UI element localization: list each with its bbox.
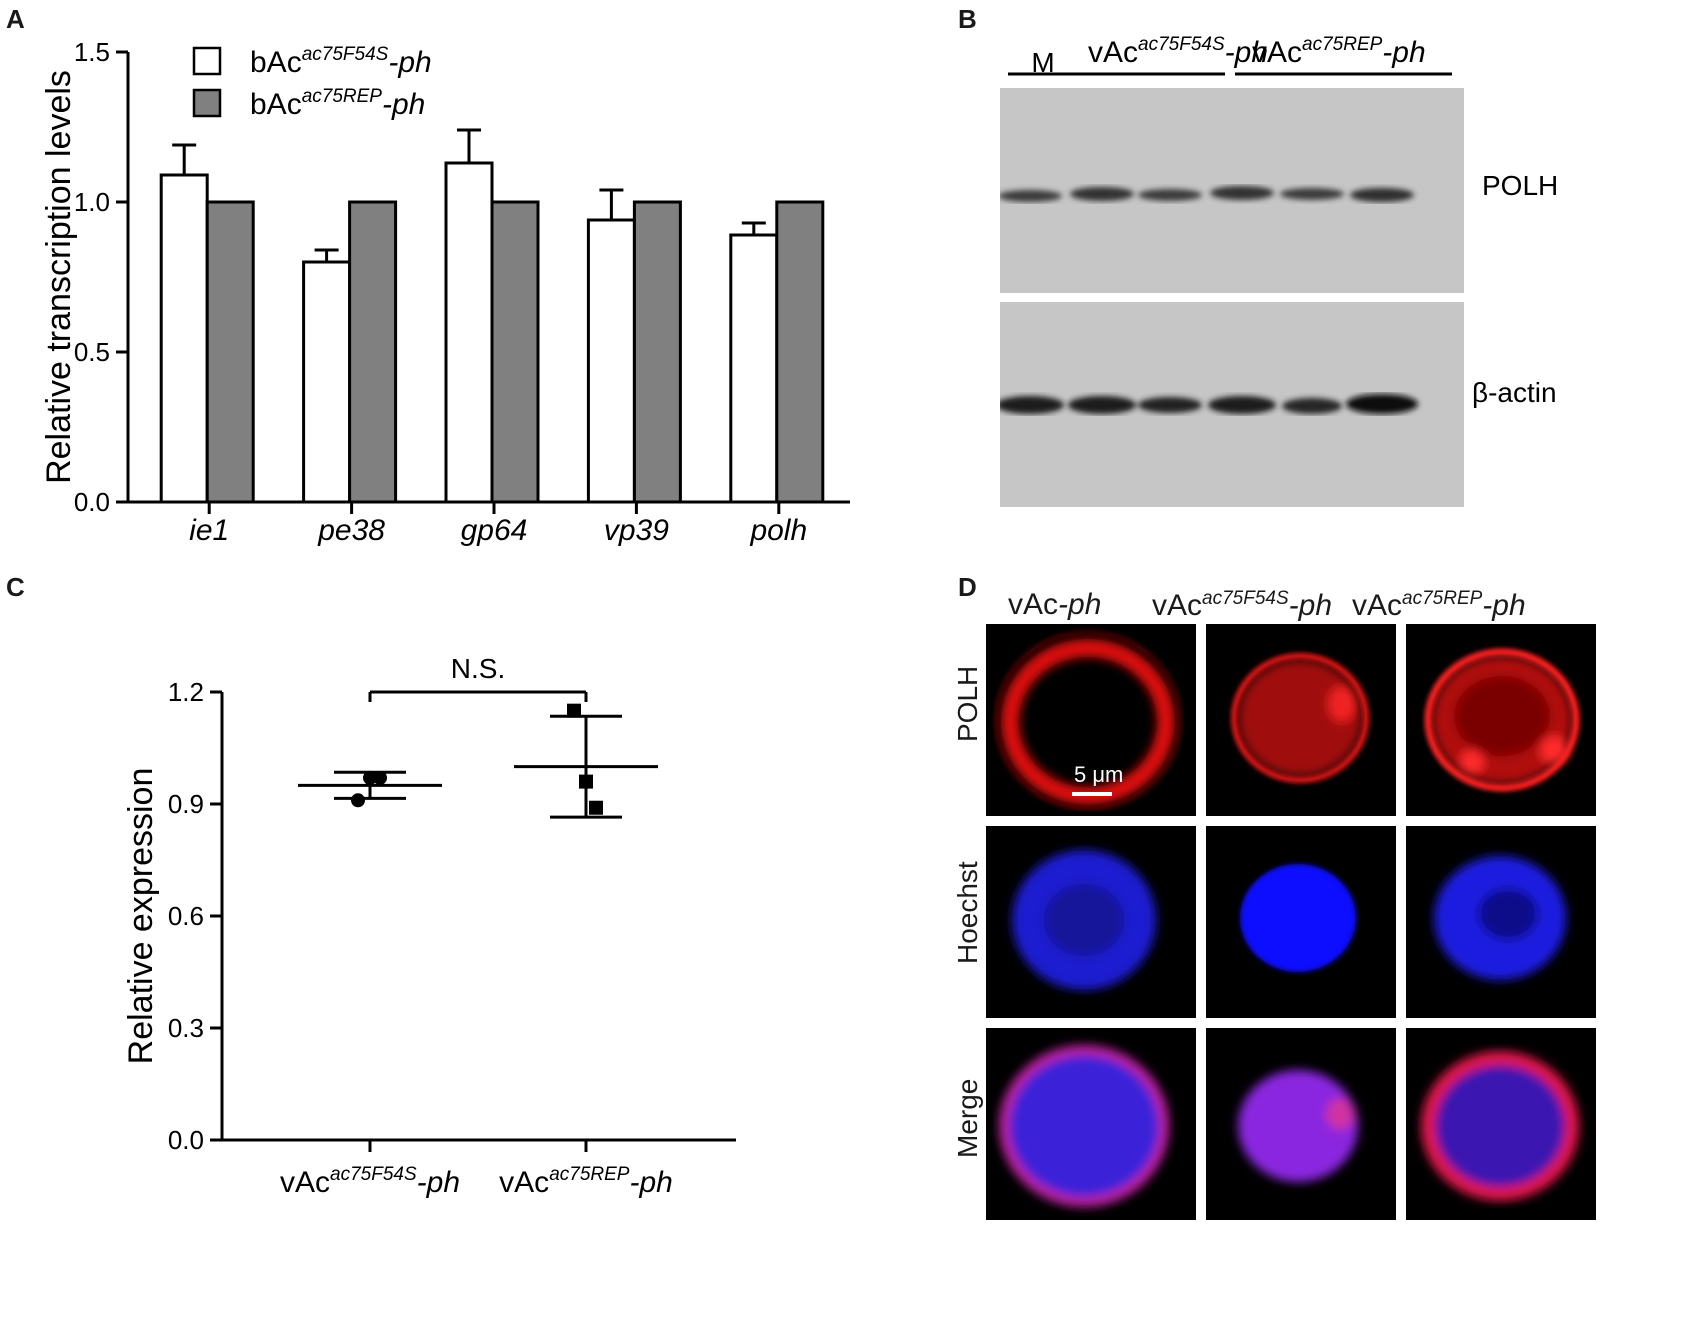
bar [729, 233, 779, 504]
scale-bar-label: 5 μm [1074, 762, 1123, 787]
x-tick-label: gp64 [461, 514, 528, 547]
y-tick-label: 0.6 [168, 901, 204, 931]
actin-bands [996, 394, 1418, 414]
y-tick-label: 0.9 [168, 789, 204, 819]
data-point [579, 774, 593, 789]
micro-col-label-3: vAcac75REP-ph [1352, 588, 1526, 622]
panel-letter-a: A [6, 4, 25, 34]
micro-merge-f54s [1206, 1028, 1396, 1220]
micro-polh-f54s [1206, 624, 1396, 816]
bar [775, 200, 825, 504]
y-tick-label: 0.0 [168, 1125, 204, 1155]
micro-hoechst-vac [986, 826, 1196, 1018]
y-tick-label: 1.2 [168, 677, 204, 707]
panel-letter-d: D [958, 572, 977, 602]
x-tick-label: ie1 [189, 514, 229, 547]
x-tick-label: pe38 [317, 514, 385, 547]
data-point [351, 793, 365, 808]
bar [490, 200, 540, 504]
bar [348, 200, 398, 504]
micro-images: 5 μm [980, 620, 1600, 1230]
x-tick-label: vp39 [604, 514, 669, 547]
legend-swatch [192, 88, 222, 118]
blot-group2-label: vAcac75REP-ph [1252, 34, 1426, 69]
data-point [567, 703, 581, 718]
bar [302, 260, 352, 504]
data-point [363, 770, 377, 785]
legend-label: bAcac75REP-ph [250, 86, 425, 121]
micro-hoechst-rep [1406, 826, 1596, 1018]
micro-row-label-merge: Merge [952, 1078, 983, 1158]
y-tick-label: 0.5 [74, 337, 110, 367]
x-tick-label: polh [749, 514, 807, 547]
western-blot: M vAcac75F54S-ph vAcac75REP-ph POLH [928, 30, 1700, 560]
micro-col-label-2: vAcac75F54S-ph [1152, 588, 1332, 622]
bar [586, 218, 636, 504]
sig-annotation: N.S. [451, 653, 505, 684]
actin-band-label: β-actin [1472, 377, 1557, 408]
micro-merge-rep [1406, 1028, 1596, 1220]
micro-merge-vac [986, 1028, 1196, 1220]
panel-letter-c: C [6, 572, 25, 602]
legend-label: bAcac75F54S-ph [250, 44, 432, 79]
micro-hoechst-f54s [1206, 826, 1396, 1018]
micro-row-label-hoechst: Hoechst [952, 861, 983, 964]
y-tick-label: 1.5 [74, 37, 110, 67]
blot-group1-label: vAcac75F54S-ph [1088, 34, 1268, 69]
micro-polh-rep [1406, 624, 1596, 816]
scatter-chart-expression: 0.0 0.3 0.6 0.9 1.2 Relative expression vAcac7… [122, 653, 736, 1199]
marker-lane-label: M [1031, 47, 1054, 78]
panel-letter-b: B [958, 4, 977, 34]
bar [205, 200, 255, 504]
y-axis-title: Relative transcription levels [40, 70, 78, 484]
y-tick-label: 1.0 [74, 187, 110, 217]
blot-svg: M vAcac75F54S-ph vAcac75REP-ph POLH [928, 34, 1558, 507]
polh-bands [998, 186, 1414, 202]
data-point [373, 770, 387, 785]
micro-polh-vac: 5 μm [986, 624, 1196, 816]
microscopy-grid: vAc-ph vAcac75F54S-ph vAcac75REP-ph POLH… [952, 580, 1700, 1327]
legend-swatch [192, 46, 222, 76]
bar [632, 200, 682, 504]
bar [159, 173, 209, 504]
x-tick-label: vAcac75F54S-ph [280, 1164, 460, 1199]
micro-col-label-1: vAc-ph [1008, 588, 1102, 621]
x-tick-label: vAcac75REP-ph [499, 1164, 673, 1199]
data-point [589, 800, 603, 815]
y-tick-label: 0.0 [74, 487, 110, 517]
polh-band-label: POLH [1482, 170, 1558, 201]
y-tick-label: 0.3 [168, 1013, 204, 1043]
y-axis-title: Relative expression [122, 768, 160, 1065]
micro-row-label-polh: POLH [952, 665, 983, 742]
bar [444, 161, 494, 504]
